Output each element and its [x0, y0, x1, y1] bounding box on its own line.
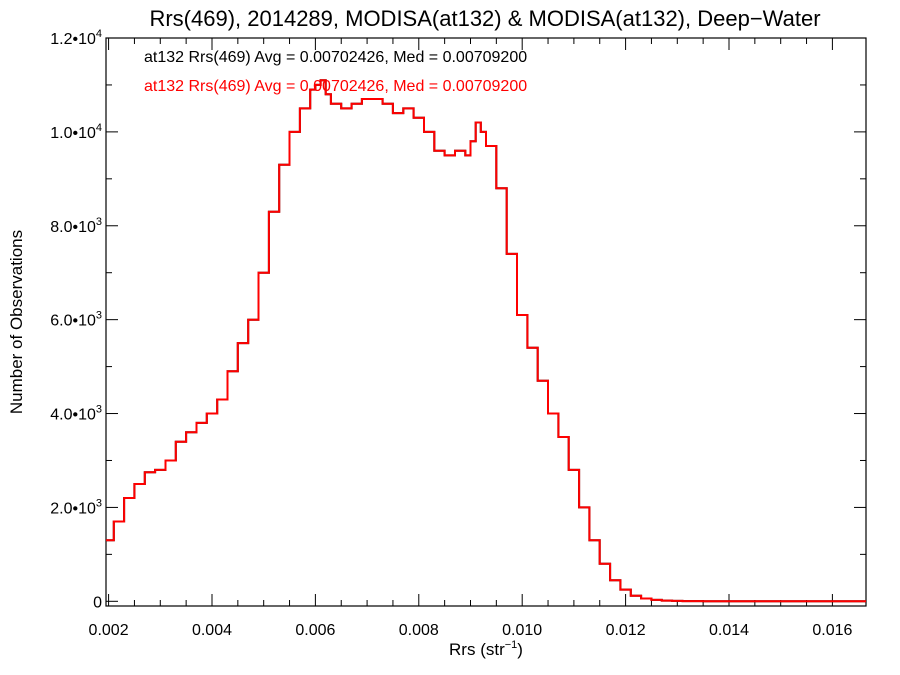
x-tick-label: 0.012 [606, 622, 646, 639]
x-tick-label: 0.014 [709, 622, 749, 639]
annotation-red: at132 Rrs(469) Avg = 0.00702426, Med = 0… [144, 78, 527, 95]
x-tick-label: 0.008 [399, 622, 439, 639]
x-axis-label-close: ) [517, 640, 523, 659]
annotation-black: at132 Rrs(469) Avg = 0.00702426, Med = 0… [144, 49, 527, 66]
series-black-line [106, 79, 866, 603]
x-tick-label: 0.006 [295, 622, 335, 639]
x-tick-label: 0.002 [89, 622, 129, 639]
y-tick-label: 1.0•104 [50, 122, 102, 142]
chart-title: Rrs(469), 2014289, MODISA(at132) & MODIS… [149, 6, 820, 31]
x-tick-label: 0.016 [812, 622, 852, 639]
x-axis-label: Rrs (str−1) [449, 639, 523, 659]
y-tick-label: 4.0•103 [50, 404, 102, 424]
x-axis-label-sup: −1 [505, 639, 518, 651]
x-axis-label-base: Rrs (str [449, 640, 505, 659]
y-axis-label: Number of Observations [7, 230, 26, 414]
y-tick-label: 1.2•104 [50, 28, 102, 48]
x-tick-label: 0.010 [502, 622, 542, 639]
y-tick-label: 2.0•103 [50, 497, 102, 517]
y-tick-label: 0 [93, 594, 102, 611]
series-layer [106, 79, 866, 603]
plot-frame [105, 37, 867, 607]
series-red-line [106, 79, 866, 603]
y-tick-label: 8.0•103 [50, 216, 102, 236]
x-axis-ticks: 0.002 0.004 0.006 0.008 0.010 0.012 0.014 0.016 [89, 38, 853, 639]
y-tick-label: 6.0•103 [50, 310, 102, 330]
y-axis-ticks: 0 2.0•103 4.0•103 6.0•103 8.0•103 1.0•104 1.2•… [50, 28, 866, 611]
x-tick-label: 0.004 [192, 622, 232, 639]
